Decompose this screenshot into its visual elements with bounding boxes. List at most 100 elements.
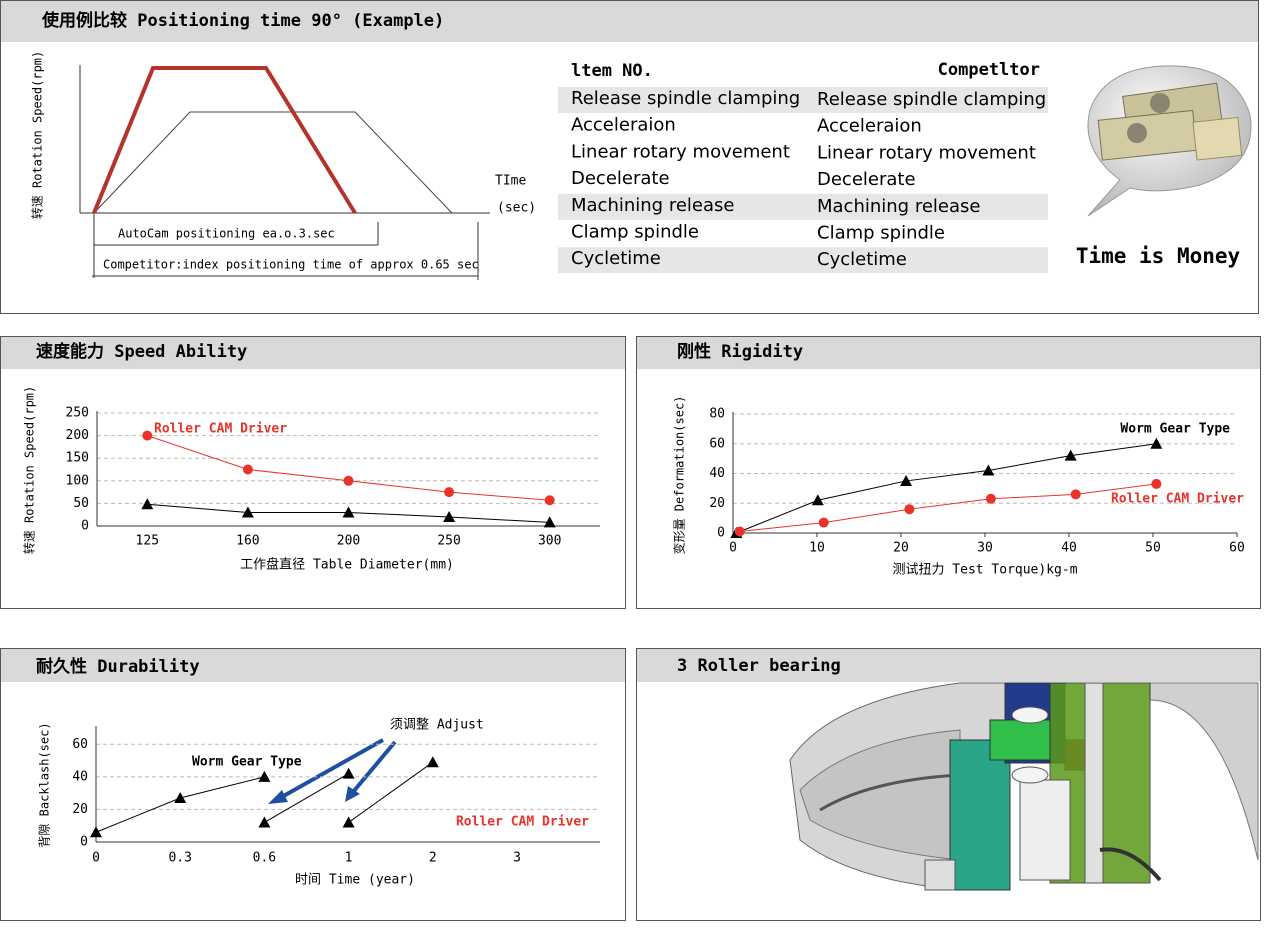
chart-title: 耐久性 Durability: [36, 656, 200, 677]
x-tick-label: 0.3: [168, 851, 191, 866]
point: [174, 792, 187, 804]
y-axis-label: 转速 Rotation Speed(rpm): [30, 51, 45, 220]
x-tick-label: 2: [429, 851, 437, 866]
chart-title: 速度能力 Speed Ability: [36, 341, 247, 362]
x-tick-label: 3: [513, 851, 521, 866]
y-tick-label: 0: [81, 519, 89, 534]
point: [342, 767, 355, 779]
x-axis-label: 时间 Time (year): [295, 873, 415, 888]
y-axis-label: 变形量 Deformation(sec): [672, 396, 687, 555]
x-tick-label: 0: [729, 541, 737, 556]
series-line: [264, 773, 349, 823]
point: [426, 756, 439, 768]
y-tick-label: 40: [72, 769, 88, 784]
x-tick-label: 10: [809, 541, 825, 556]
point: [734, 526, 745, 537]
y-tick-label: 20: [72, 802, 88, 817]
x-axis-label: 工作盘直径 Table Diameter(mm): [240, 557, 454, 573]
point: [242, 464, 253, 475]
x-tick-label: 300: [538, 534, 561, 549]
point: [343, 475, 354, 486]
panel-title: 使用例比较 Positioning time 90° (Example): [41, 10, 444, 31]
y-tick-label: 50: [73, 496, 89, 511]
y-tick-label: 150: [66, 451, 89, 466]
x-tick-label: 40: [1061, 541, 1077, 556]
y-tick-label: 0: [80, 835, 88, 850]
competitor-profile: [93, 111, 453, 214]
table-cell: Linear rotary movement: [817, 142, 1036, 163]
arrows: [268, 738, 397, 804]
slogan: Time is Money: [1076, 244, 1241, 268]
y-tick-label: 0: [717, 526, 725, 541]
point: [90, 826, 102, 838]
table-cell: Decelerate: [571, 168, 670, 189]
autocam-profile: [92, 66, 357, 215]
point: [985, 493, 996, 504]
table-header: Competltor: [938, 60, 1040, 80]
y-tick-label: 60: [709, 436, 725, 451]
point: [982, 464, 995, 476]
panel-header: [1, 337, 625, 369]
row-shade: [558, 247, 1048, 274]
panel-header: [637, 649, 1260, 682]
table-cell: Decelerate: [817, 169, 916, 190]
point: [900, 474, 913, 486]
annotation: 须调整 Adjust: [390, 718, 484, 733]
chart-title: 刚性 Rigidity: [677, 341, 803, 362]
point: [444, 487, 455, 498]
row-shade: [558, 87, 1048, 113]
table-header: ltem NO.: [571, 61, 653, 81]
table-cell: Acceleraion: [571, 115, 676, 136]
table-cell: Release spindle clamping: [571, 88, 800, 109]
point: [543, 516, 556, 528]
panel: [636, 336, 1261, 609]
x-tick-label: 125: [136, 534, 159, 549]
y-tick-label: 100: [66, 473, 89, 488]
x-tick-label: 250: [437, 534, 460, 549]
point: [544, 495, 555, 506]
point: [258, 770, 271, 782]
point: [142, 430, 153, 441]
point: [342, 506, 355, 518]
y-tick-label: 200: [66, 428, 89, 443]
note: Competitor:index positioning time of app…: [103, 258, 479, 272]
row-shade: [558, 193, 1048, 220]
x-tick-label: 50: [1145, 541, 1161, 556]
table-cell: Clamp spindle: [571, 222, 699, 243]
point: [1064, 449, 1077, 461]
point: [443, 510, 456, 522]
axis-label: TIme: [495, 174, 526, 189]
x-tick-label: 30: [977, 541, 993, 556]
series-label: Roller CAM Driver: [1111, 492, 1244, 507]
series-label: Worm Gear Type: [1120, 422, 1230, 437]
money-icon: [1087, 65, 1252, 217]
y-tick-label: 250: [66, 406, 89, 421]
table-cell: Acceleraion: [817, 116, 922, 137]
point: [241, 506, 254, 518]
panel: [0, 336, 626, 609]
x-tick-label: 200: [337, 534, 360, 549]
point: [342, 816, 355, 828]
table-cell: Release spindle clamping: [817, 89, 1046, 110]
x-tick-label: 160: [236, 534, 259, 549]
point: [141, 498, 154, 510]
table-cell: Cycletime: [817, 249, 907, 270]
table-cell: Clamp spindle: [817, 223, 945, 244]
series-label: Worm Gear Type: [192, 755, 302, 770]
y-tick-label: 60: [72, 737, 88, 752]
panel-header: [1, 649, 625, 682]
table-cell: Cycletime: [571, 248, 661, 269]
x-tick-label: 0.6: [253, 851, 276, 866]
x-tick-label: 20: [893, 541, 909, 556]
series-line: [348, 761, 434, 823]
x-tick-label: 1: [345, 851, 353, 866]
bearing-illustration: [789, 682, 1259, 891]
series-line: [739, 483, 1157, 533]
table: ltem NO. Competltor Release spindle clampi…: [558, 60, 1048, 274]
y-axis-label: 背隙 Backlash(sec): [38, 722, 52, 847]
x-tick-label: 60: [1229, 541, 1245, 556]
point: [1070, 489, 1081, 500]
note: AutoCam positioning ea.o.3.sec: [118, 227, 335, 241]
x-axis-label: 测试扭力 Test Torque)kg-m: [892, 563, 1077, 578]
